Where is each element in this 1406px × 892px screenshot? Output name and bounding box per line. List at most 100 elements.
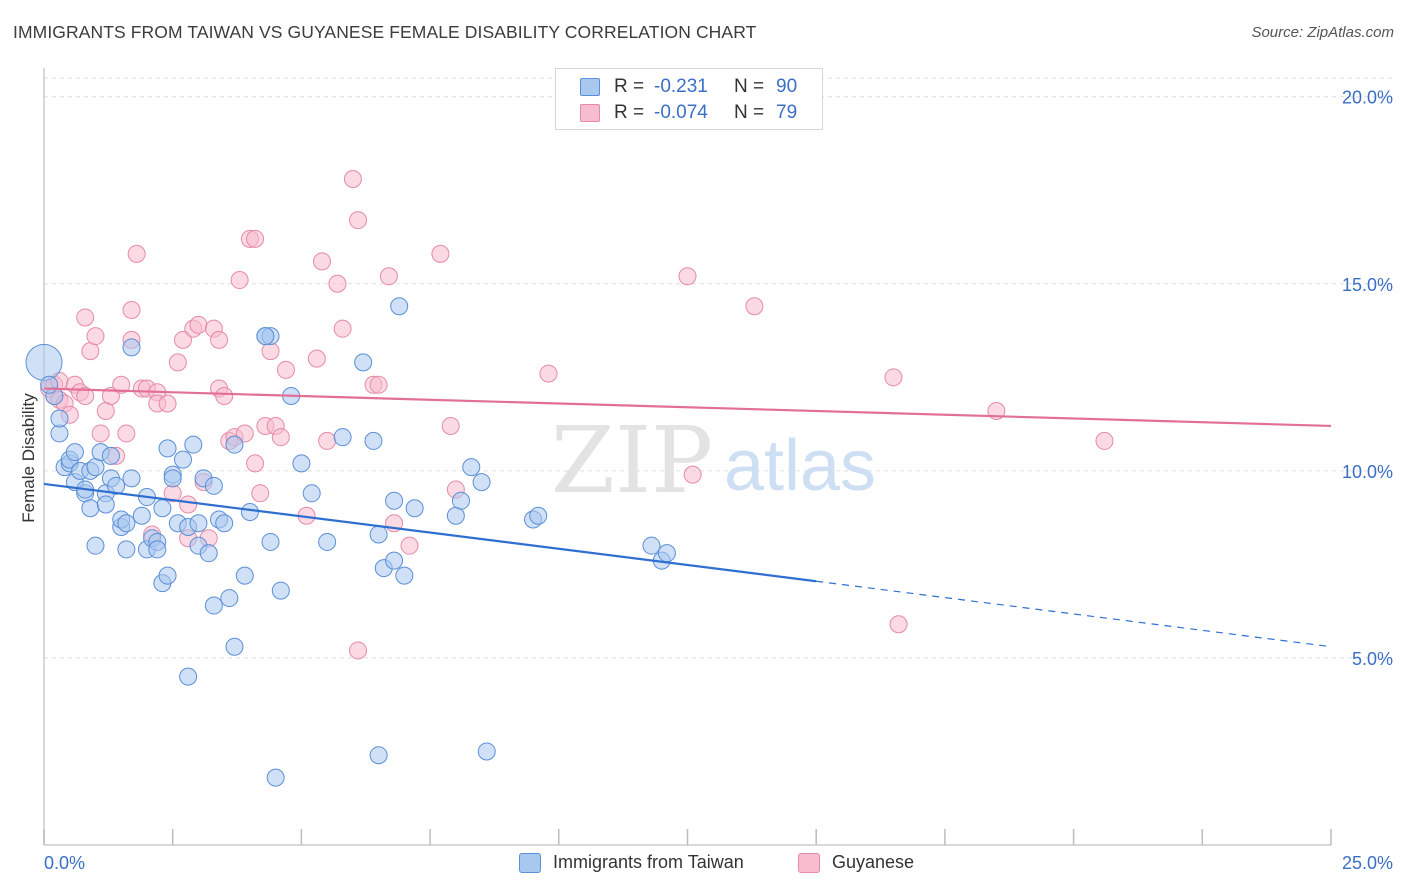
taiwan-point <box>235 566 254 585</box>
x-tick-label: 0.0% <box>44 853 85 873</box>
y-tick-label: 5.0% <box>1352 649 1393 669</box>
guyanese-point <box>127 244 146 263</box>
taiwan-point <box>25 343 63 381</box>
taiwan-point <box>271 581 290 600</box>
guyanese-point <box>343 170 362 189</box>
legend-r-label: R = <box>614 102 645 123</box>
guyanese-point <box>117 424 136 443</box>
taiwan-point <box>148 540 167 559</box>
taiwan-point <box>179 667 198 686</box>
guyanese-point <box>678 267 697 286</box>
watermark-zip: ZIP <box>551 407 713 514</box>
legend-r-value: -0.074 <box>654 102 708 123</box>
guyanese-point <box>307 349 326 368</box>
taiwan-point <box>318 532 337 551</box>
taiwan-point <box>472 473 491 492</box>
taiwan-point <box>163 469 182 488</box>
correlation-legend: R = -0.231 N = 90 R = -0.074 N = 79 <box>555 68 823 130</box>
taiwan-point <box>96 495 115 514</box>
guyanese-point <box>884 368 903 387</box>
taiwan-point <box>261 532 280 551</box>
taiwan-point <box>220 589 239 608</box>
legend-swatch-taiwan <box>580 78 600 96</box>
taiwan-point <box>117 540 136 559</box>
taiwan-point <box>657 544 676 563</box>
taiwan-point <box>122 338 141 357</box>
guyanese-point <box>379 267 398 286</box>
guyanese-point <box>81 342 100 361</box>
guyanese-point <box>328 274 347 293</box>
bottom-legend-label-guyanese: Guyanese <box>832 852 915 872</box>
legend-r-value: -0.231 <box>654 76 708 97</box>
taiwan-trend-extension <box>816 580 1332 648</box>
guyanese-point <box>431 244 450 263</box>
legend-swatch-guyanese <box>580 104 600 122</box>
taiwan-trend-line <box>43 482 817 583</box>
legend-row-guyanese: R = -0.074 N = 79 <box>580 102 797 124</box>
bottom-legend-swatch-taiwan <box>519 852 541 873</box>
guyanese-trend-line <box>43 387 1332 428</box>
taiwan-point <box>225 435 244 454</box>
bottom-legend-label-taiwan: Immigrants from Taiwan <box>553 852 744 872</box>
y-axis-label: Female Disability <box>19 393 38 523</box>
bottom-legend-guyanese: Guyanese <box>798 852 914 873</box>
guyanese-point <box>246 229 265 248</box>
taiwan-point <box>446 506 465 525</box>
taiwan-point <box>256 327 275 346</box>
chart-title: IMMIGRANTS FROM TAIWAN VS GUYANESE FEMAL… <box>13 22 757 42</box>
guyanese-point <box>235 424 254 443</box>
trend-lines <box>43 387 1332 648</box>
taiwan-point <box>333 428 352 447</box>
taiwan-point <box>354 353 373 372</box>
taiwan-point <box>369 746 388 765</box>
guyanese-point <box>101 387 120 406</box>
taiwan-point <box>451 491 470 510</box>
guyanese-point <box>271 428 290 447</box>
taiwan-point <box>390 297 409 316</box>
watermark-atlas: atlas <box>724 426 876 506</box>
taiwan-point <box>122 469 141 488</box>
taiwan-point <box>86 458 105 477</box>
guyanese-point <box>539 364 558 383</box>
guyanese-point <box>400 536 419 555</box>
bottom-legend-swatch-guyanese <box>798 852 820 873</box>
guyanese-point <box>333 319 352 338</box>
taiwan-point <box>117 514 136 533</box>
legend-n-value: 90 <box>776 76 798 97</box>
guyanese-point <box>230 271 249 290</box>
taiwan-point <box>225 637 244 656</box>
taiwan-point <box>86 536 105 555</box>
guyanese-point <box>441 416 460 435</box>
axes <box>43 68 1332 846</box>
guyanese-point <box>179 495 198 514</box>
taiwan-point <box>50 409 69 428</box>
taiwan-point <box>81 499 100 518</box>
taiwan-point <box>65 443 84 462</box>
guyanese-point <box>91 424 110 443</box>
guyanese-point <box>683 465 702 484</box>
taiwan-point <box>405 499 424 518</box>
taiwan-point <box>642 536 661 555</box>
y-tick-label: 15.0% <box>1342 275 1393 295</box>
guyanese-point <box>122 300 141 319</box>
watermark: ZIP atlas <box>551 407 876 514</box>
taiwan-point <box>477 742 496 761</box>
taiwan-point <box>292 454 311 473</box>
taiwan-point <box>215 514 234 533</box>
guyanese-point <box>349 641 368 660</box>
taiwan-point <box>204 596 223 615</box>
taiwan-point <box>369 525 388 544</box>
guyanese-point <box>312 252 331 271</box>
taiwan-point <box>385 491 404 510</box>
guyanese-point <box>189 315 208 334</box>
taiwan-point <box>364 431 383 450</box>
guyanese-point <box>86 327 105 346</box>
guyanese-point <box>168 353 187 372</box>
guyanese-point <box>369 375 388 394</box>
taiwan-point <box>173 450 192 469</box>
guyanese-point <box>261 342 280 361</box>
source-label: Source: ZipAtlas.com <box>1251 24 1394 41</box>
taiwan-point <box>153 499 172 518</box>
guyanese-point <box>889 615 908 634</box>
guyanese-point <box>158 394 177 413</box>
